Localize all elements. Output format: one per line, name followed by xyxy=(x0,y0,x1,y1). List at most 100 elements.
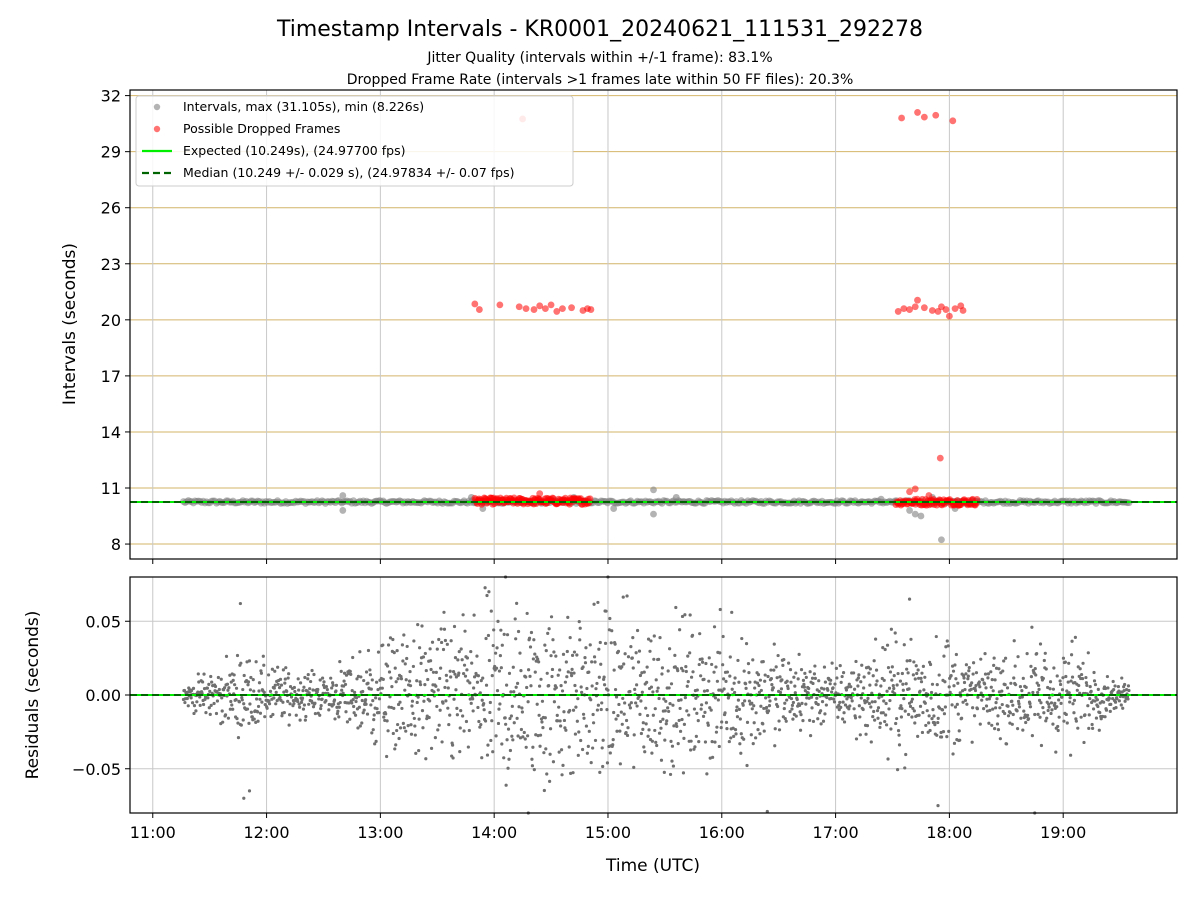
residual-point xyxy=(759,688,763,693)
residual-point xyxy=(849,696,853,700)
residual-point xyxy=(429,667,433,672)
residual-point xyxy=(397,736,401,741)
residual-point xyxy=(352,704,356,709)
residual-point xyxy=(688,651,692,655)
residual-point xyxy=(608,751,612,755)
residual-point xyxy=(308,687,312,691)
residual-point xyxy=(409,732,414,736)
interval-point xyxy=(650,510,657,518)
residual-point xyxy=(279,683,284,687)
residual-point xyxy=(388,636,393,640)
residual-point xyxy=(315,690,319,694)
residual-point xyxy=(489,609,493,613)
residual-point xyxy=(884,713,888,717)
residual-point xyxy=(874,683,878,687)
residual-point xyxy=(868,667,872,671)
residual-point xyxy=(945,734,949,739)
residual-point xyxy=(989,670,993,674)
residual-point xyxy=(331,683,335,687)
residual-point xyxy=(257,681,262,685)
residual-point xyxy=(235,716,239,721)
residual-point xyxy=(586,744,590,748)
residual-point xyxy=(644,722,648,726)
residual-point xyxy=(600,746,604,750)
residual-point xyxy=(776,704,780,709)
residual-point xyxy=(558,668,562,672)
residual-point xyxy=(231,678,235,682)
residual-point xyxy=(392,706,396,710)
residual-point xyxy=(487,658,491,663)
dropped-frame-point xyxy=(471,300,479,308)
residual-point xyxy=(239,661,243,665)
intervals-frame xyxy=(129,89,1178,560)
residual-point xyxy=(654,678,658,682)
residual-point xyxy=(715,725,719,729)
chart-title: Timestamp Intervals - KR0001_20240621_11… xyxy=(276,17,923,42)
dropped-frame-point xyxy=(547,301,555,309)
residual-point xyxy=(890,665,894,669)
residual-point xyxy=(1060,695,1064,699)
residual-point xyxy=(720,720,724,724)
residual-point xyxy=(220,696,224,700)
residual-point xyxy=(928,662,933,667)
residual-point xyxy=(294,713,298,717)
residual-point xyxy=(916,734,920,739)
residual-point xyxy=(963,687,967,692)
residual-point xyxy=(556,673,560,677)
residual-point xyxy=(838,664,842,668)
residual-point xyxy=(563,680,567,684)
residual-point xyxy=(300,696,305,700)
residual-point xyxy=(812,672,817,676)
residual-point xyxy=(601,738,605,742)
residual-point xyxy=(694,696,698,700)
residual-point xyxy=(964,672,968,676)
residual-point xyxy=(970,681,974,685)
residual-point xyxy=(283,681,287,685)
residual-point xyxy=(874,668,879,672)
residual-point xyxy=(484,636,488,641)
residual-point xyxy=(922,688,926,692)
residual-point xyxy=(515,716,519,720)
residual-point xyxy=(593,660,597,664)
residual-point xyxy=(1091,707,1096,711)
residual-point xyxy=(778,690,783,695)
residual-point xyxy=(385,754,389,759)
residual-point xyxy=(731,726,735,730)
residual-point xyxy=(1048,680,1053,684)
residual-point xyxy=(1005,686,1010,690)
residual-point xyxy=(389,676,393,680)
residual-point xyxy=(433,736,437,740)
residual-point xyxy=(452,697,456,701)
residual-point xyxy=(1055,674,1059,678)
residual-point xyxy=(993,678,997,682)
residual-point xyxy=(721,663,725,667)
residual-point xyxy=(298,681,303,685)
residual-point xyxy=(733,728,738,732)
legend-label-expected: Expected (10.249s), (24.97700 fps) xyxy=(183,143,405,158)
residual-point xyxy=(722,687,726,691)
residual-point xyxy=(871,674,875,678)
residual-point xyxy=(519,727,524,732)
residual-point xyxy=(572,671,576,675)
residual-point xyxy=(897,743,902,747)
residual-point xyxy=(242,673,246,678)
residual-point xyxy=(404,729,408,733)
residual-point xyxy=(801,678,806,683)
residual-point xyxy=(536,657,540,661)
residual-point xyxy=(685,709,689,713)
residual-point xyxy=(482,702,486,706)
residual-point xyxy=(560,773,564,777)
residual-point xyxy=(400,706,404,711)
residual-point xyxy=(343,682,348,687)
residual-point xyxy=(545,671,549,675)
residual-point xyxy=(1004,742,1009,746)
residual-point xyxy=(547,627,551,631)
intervals-y-tick-label: 29 xyxy=(101,143,121,162)
residual-point xyxy=(873,718,877,722)
residual-point xyxy=(573,683,577,688)
residual-point xyxy=(224,654,229,658)
residual-point xyxy=(407,679,412,683)
residual-point xyxy=(520,706,524,710)
residual-point xyxy=(986,672,991,676)
residual-point xyxy=(1103,686,1108,691)
